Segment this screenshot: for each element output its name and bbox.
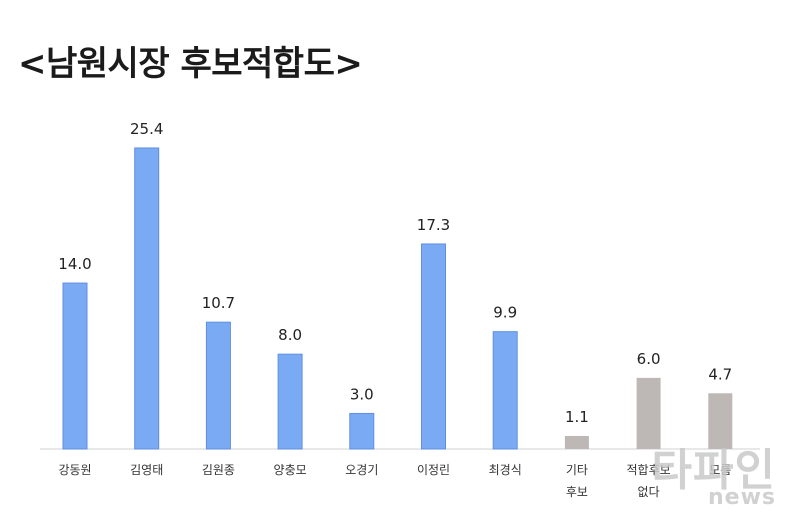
category-label: 김영태 (130, 463, 163, 477)
data-label: 4.7 (708, 365, 732, 383)
category-label: 후보 (566, 485, 588, 499)
category-label: 최경식 (489, 463, 522, 477)
data-label: 9.9 (493, 304, 517, 322)
watermark-main: 타파인 (651, 445, 776, 496)
bar (492, 331, 518, 450)
watermark-sub: news (707, 485, 776, 510)
data-label: 14.0 (58, 255, 91, 273)
category-label: 적합후보 (627, 463, 671, 477)
data-label: 8.0 (278, 326, 302, 344)
data-label: 17.3 (417, 216, 450, 234)
bar (708, 393, 733, 449)
bar (62, 282, 88, 450)
category-label: 강동원 (58, 463, 91, 477)
watermark-logo: 타파인 news (652, 449, 776, 509)
category-label: 오경기 (345, 463, 378, 477)
category-label: 없다 (638, 485, 660, 499)
category-label: 이정린 (417, 463, 450, 477)
bar (205, 321, 231, 450)
category-label: 양충모 (274, 463, 307, 477)
data-label: 3.0 (350, 385, 374, 403)
category-label: 김원종 (202, 463, 235, 477)
bar (421, 243, 446, 450)
bar (134, 147, 160, 450)
data-label: 1.1 (565, 408, 589, 426)
bar (564, 435, 589, 449)
data-label: 6.0 (637, 350, 661, 368)
bar (349, 412, 375, 450)
category-label: 모름 (709, 463, 731, 477)
data-label: 10.7 (202, 294, 235, 312)
chart-title: <남원시장 후보적합도> (18, 44, 363, 84)
bar (636, 377, 661, 449)
data-label: 25.4 (130, 120, 163, 138)
bar (277, 353, 303, 450)
category-label: 기타 (566, 463, 588, 477)
